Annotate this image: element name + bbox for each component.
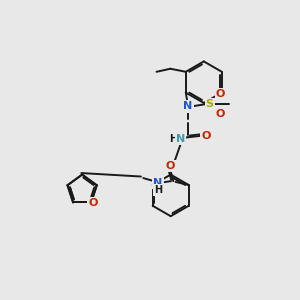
Text: O: O: [216, 109, 225, 119]
Text: H: H: [154, 185, 162, 195]
Text: N: N: [153, 178, 163, 188]
Text: O: O: [166, 161, 175, 171]
Text: N: N: [176, 134, 185, 144]
Text: S: S: [206, 99, 214, 109]
Text: O: O: [88, 198, 98, 208]
Text: O: O: [201, 131, 211, 141]
Text: O: O: [216, 89, 225, 99]
Text: N: N: [184, 101, 193, 112]
Text: H: H: [169, 134, 177, 144]
